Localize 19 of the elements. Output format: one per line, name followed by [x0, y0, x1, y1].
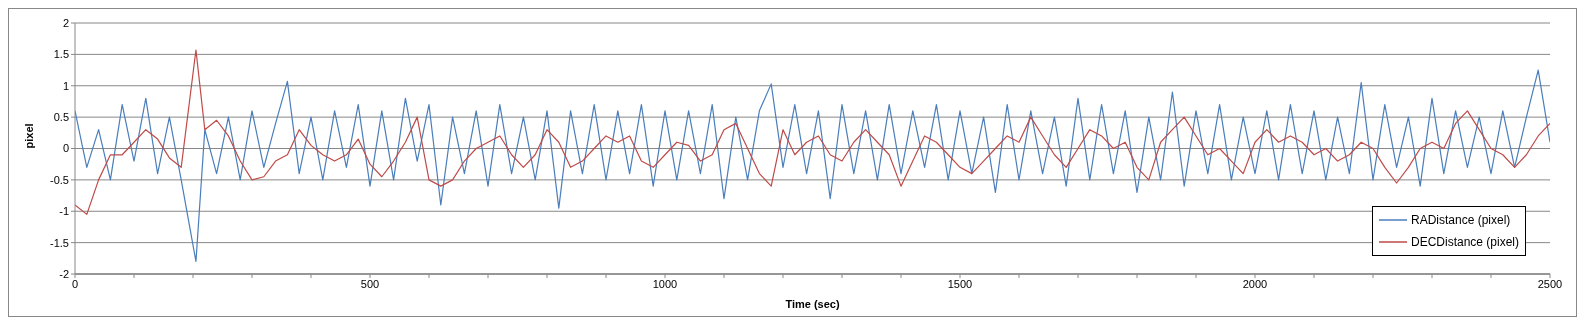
y-tick-label: -2: [59, 267, 69, 280]
y-tick-label: 1.5: [53, 48, 69, 61]
y-axis-title: pixel: [22, 123, 35, 149]
legend-label: DECDistance (pixel): [1410, 234, 1519, 251]
x-tick-label: 2500: [1537, 277, 1563, 290]
y-tick-label: -1.5: [50, 236, 69, 249]
x-tick-label: 1000: [652, 277, 678, 290]
y-tick-label: 0: [62, 142, 69, 155]
y-tick-label: 2: [62, 16, 69, 29]
x-tick-label: 1500: [947, 277, 973, 290]
y-tick-label: 0.5: [53, 111, 69, 124]
y-tick-label: 1: [62, 79, 69, 92]
y-tick-label: -1: [59, 205, 69, 218]
x-tick-label: 2000: [1242, 277, 1268, 290]
y-tick-label: -0.5: [50, 173, 69, 186]
legend-label: RADistance (pixel): [1410, 212, 1511, 229]
x-axis-title: Time (sec): [785, 298, 840, 310]
x-tick-label: 500: [360, 277, 380, 290]
x-tick-label: 0: [71, 277, 79, 290]
